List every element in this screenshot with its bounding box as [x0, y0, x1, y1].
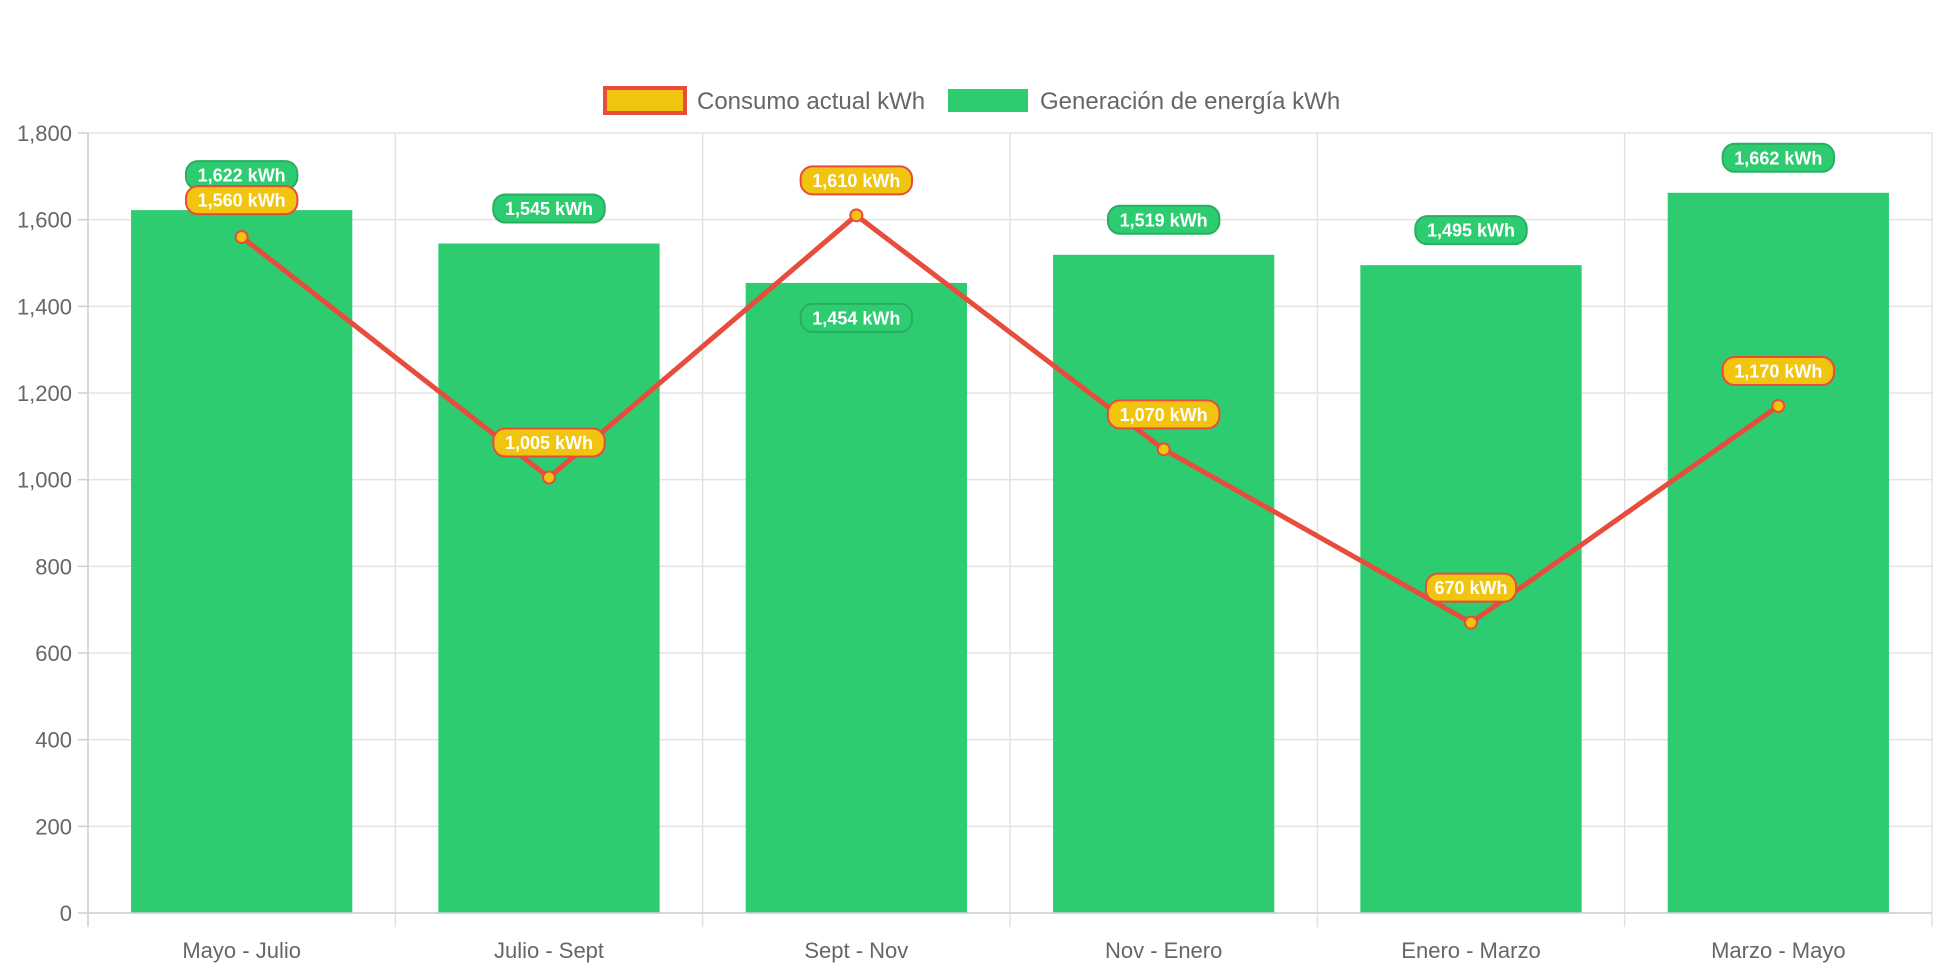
data-label: 670 kWh: [1424, 572, 1518, 603]
data-label: 1,070 kWh: [1106, 399, 1221, 430]
y-tick-label: 600: [35, 641, 72, 666]
bar[interactable]: [1053, 254, 1275, 913]
data-label-text: 1,545 kWh: [505, 199, 593, 219]
data-label-text: 1,454 kWh: [812, 308, 900, 328]
data-label: 1,560 kWh: [184, 185, 299, 216]
legend-label-consumo[interactable]: Consumo actual kWh: [697, 88, 925, 115]
x-tick-label: Julio - Sept: [494, 938, 604, 963]
data-label: 1,454 kWh: [799, 302, 914, 333]
data-label-text: 1,005 kWh: [505, 433, 593, 453]
y-tick-label: 1,800: [17, 121, 72, 146]
data-label-text: 1,560 kWh: [198, 191, 286, 211]
x-tick-label: Sept - Nov: [804, 938, 908, 963]
line-point[interactable]: [849, 208, 864, 223]
legend-swatch-generacion[interactable]: [948, 89, 1028, 112]
y-tick-label: 1,400: [17, 294, 72, 319]
data-label-text: 1,519 kWh: [1120, 210, 1208, 230]
line-point[interactable]: [542, 470, 556, 485]
line-point[interactable]: [1464, 615, 1478, 630]
y-tick-label: 200: [35, 814, 72, 839]
data-label: 1,519 kWh: [1106, 204, 1221, 235]
axes: 0 200 400 600 800 1,000 1,200 1,400 1,600 1,800 Ma…: [17, 121, 1932, 963]
data-label: 1,170 kWh: [1721, 356, 1836, 386]
line-point[interactable]: [234, 230, 249, 244]
y-tick-label: 800: [35, 554, 72, 579]
legend-swatch-consumo[interactable]: [603, 86, 687, 115]
data-label: 1,662 kWh: [1721, 142, 1836, 173]
bar[interactable]: [1667, 192, 1889, 914]
data-label-text: 1,070 kWh: [1120, 405, 1208, 425]
data-label-text: 1,622 kWh: [198, 166, 286, 186]
data-label-text: 670 kWh: [1434, 578, 1507, 598]
data-labels: 1,622 kWh 1,545 kWh 1,454 kWh 1,519 kWh 1,49…: [184, 142, 1836, 603]
x-tick-label: Marzo - Mayo: [1711, 938, 1845, 963]
bar[interactable]: [131, 210, 353, 914]
data-label: 1,495 kWh: [1414, 215, 1528, 246]
x-tick-label: Nov - Enero: [1105, 938, 1222, 963]
data-label: 1,545 kWh: [492, 193, 606, 224]
data-label: 1,005 kWh: [492, 427, 606, 458]
y-tick-label: 1,200: [17, 381, 72, 406]
legend[interactable]: Consumo actual kWh Generación de energía…: [603, 86, 1340, 115]
legend-label-generacion[interactable]: Generación de energía kWh: [1040, 88, 1340, 115]
data-label-text: 1,610 kWh: [812, 171, 900, 191]
y-tick-label: 1,000: [17, 468, 72, 493]
y-tick-label: 1,600: [17, 208, 72, 233]
x-tick-label: Mayo - Julio: [182, 938, 301, 963]
line-point[interactable]: [1156, 442, 1171, 457]
bar[interactable]: [745, 282, 967, 913]
line-point[interactable]: [1771, 399, 1786, 413]
y-tick-label: 0: [60, 901, 72, 926]
data-label: 1,610 kWh: [799, 165, 914, 196]
data-label-text: 1,170 kWh: [1734, 362, 1822, 382]
bar[interactable]: [438, 243, 660, 914]
data-label-text: 1,495 kWh: [1427, 221, 1515, 241]
data-label: 1,622 kWh: [184, 160, 299, 191]
y-tick-label: 400: [35, 728, 72, 753]
data-label-text: 1,662 kWh: [1734, 148, 1822, 168]
grid: [87, 132, 1933, 927]
x-tick-label: Enero - Marzo: [1401, 938, 1540, 963]
